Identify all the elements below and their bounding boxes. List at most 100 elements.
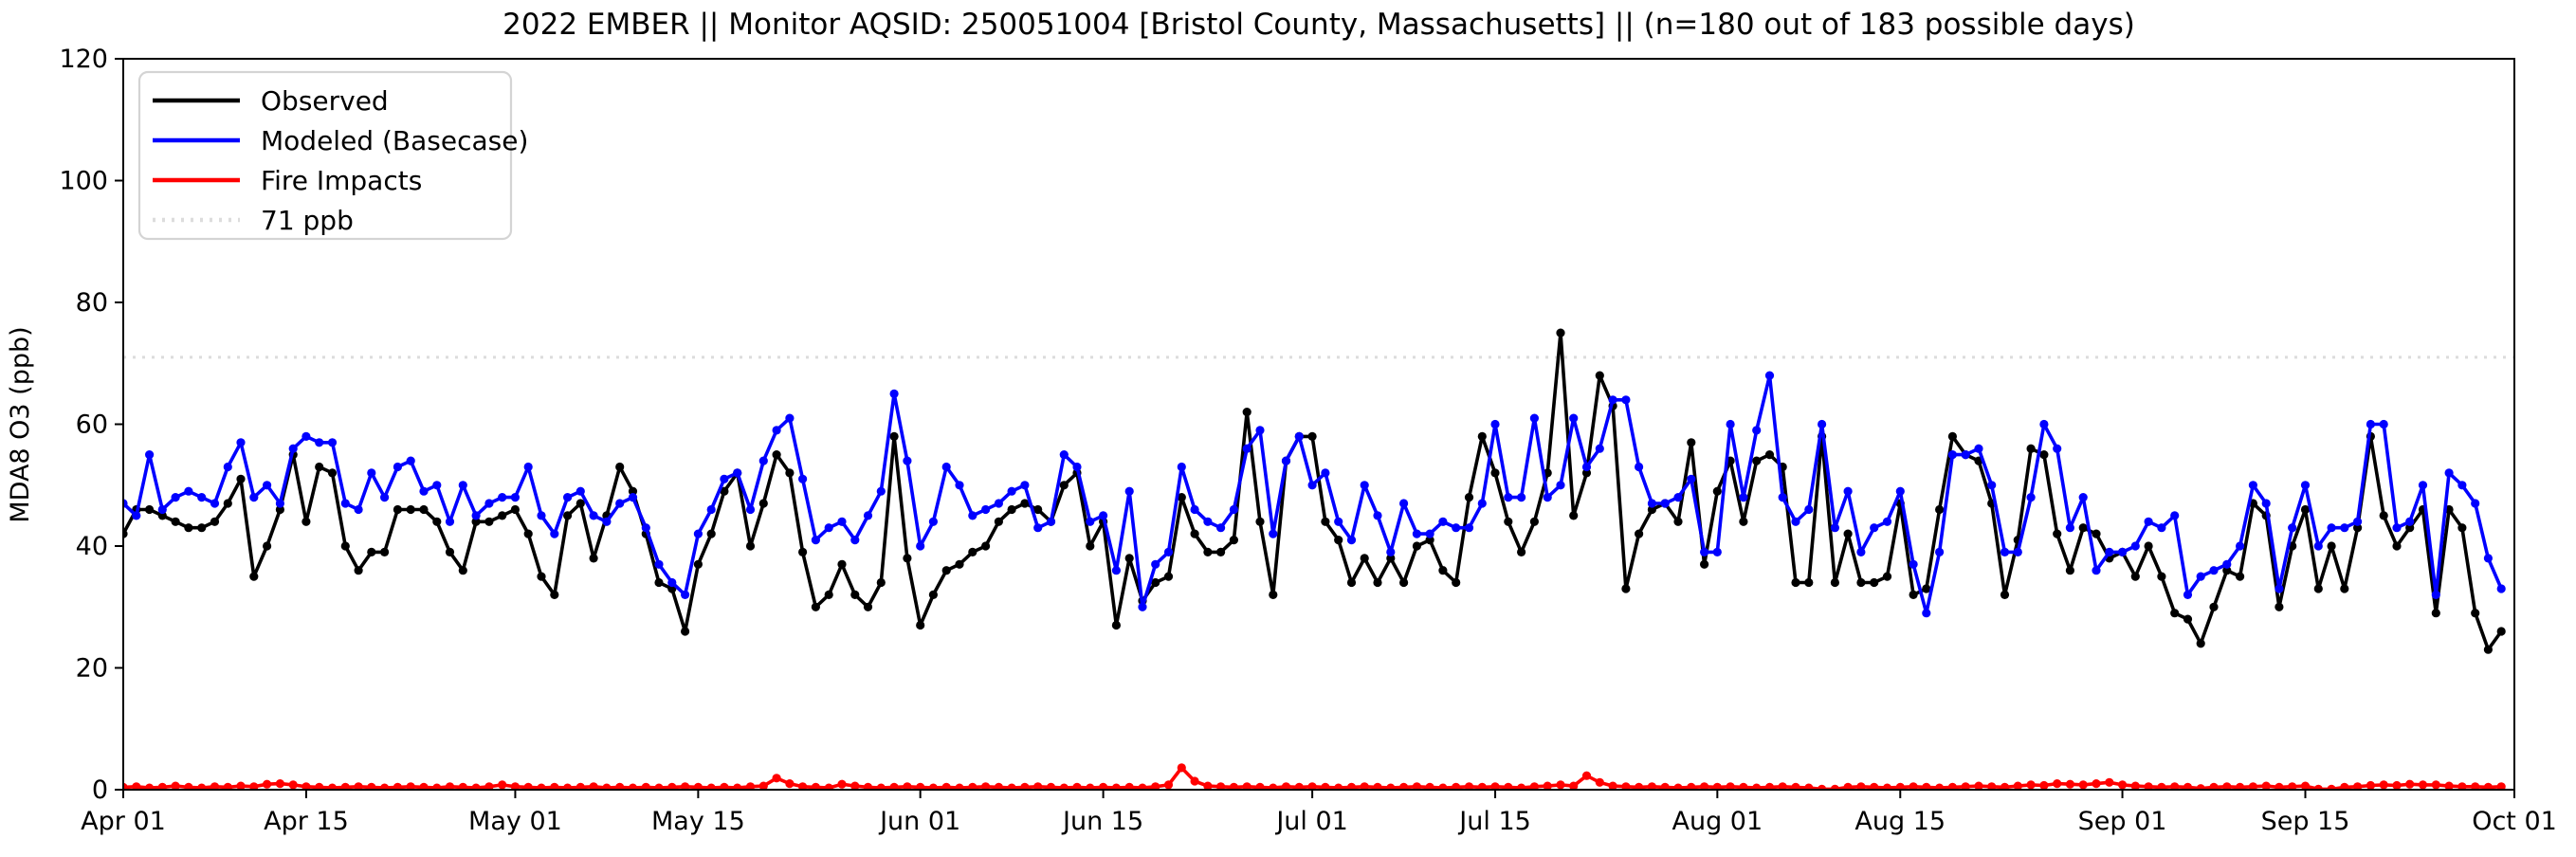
data-point (1818, 784, 1827, 790)
data-point (1804, 504, 1814, 515)
data-point (315, 462, 324, 472)
data-point (523, 529, 533, 538)
data-point (1412, 541, 1421, 551)
data-point (706, 529, 716, 538)
data-point (275, 504, 284, 515)
data-point (706, 783, 716, 790)
data-point (123, 499, 128, 508)
data-point (824, 590, 833, 600)
data-point (1490, 782, 1500, 790)
data-point (1099, 782, 1108, 790)
data-point (1490, 419, 1500, 429)
data-point (2379, 419, 2388, 429)
data-point (1334, 783, 1343, 790)
data-point (510, 504, 521, 515)
data-point (1242, 408, 1251, 417)
data-point (1203, 517, 1213, 526)
data-point (184, 523, 193, 533)
x-tick-label: Sep 01 (2078, 807, 2167, 836)
data-point (1425, 782, 1434, 790)
legend-item-label: Fire Impacts (261, 165, 422, 196)
data-point (2236, 782, 2245, 790)
data-point (1660, 782, 1670, 790)
data-point (968, 511, 977, 520)
data-point (1895, 782, 1905, 790)
data-point (693, 782, 703, 790)
data-point (445, 782, 455, 790)
data-point (1229, 504, 1238, 515)
data-point (354, 504, 363, 515)
data-point (393, 504, 402, 515)
data-point (1635, 529, 1644, 538)
data-point (681, 627, 690, 636)
data-point (2209, 566, 2219, 575)
data-point (2170, 782, 2180, 790)
data-point (236, 474, 246, 483)
data-point (955, 783, 964, 790)
data-point (2157, 523, 2166, 533)
data-point (1163, 572, 1174, 581)
x-tick-label: Jun 15 (1061, 807, 1143, 836)
data-point (1321, 517, 1330, 526)
data-point (903, 554, 912, 563)
data-point (1882, 783, 1892, 790)
data-point (1255, 426, 1265, 435)
x-tick-label: Aug 15 (1854, 807, 1946, 836)
data-point (2222, 782, 2232, 790)
data-point (1373, 577, 1382, 588)
data-point (2183, 614, 2193, 624)
data-point (1216, 782, 1226, 790)
data-point (928, 517, 939, 526)
data-point (563, 783, 573, 790)
data-point (2157, 782, 2166, 790)
data-point (2144, 541, 2153, 551)
data-point (327, 783, 338, 790)
data-point (1086, 541, 1095, 551)
data-point (1242, 782, 1251, 790)
data-point (510, 493, 521, 502)
data-point (1111, 566, 1121, 575)
data-point (1086, 783, 1095, 790)
data-point (968, 547, 977, 557)
axes-layer: 0 20 40 60 80 100 120 Apr 01 Apr 15 May 01 May 15 J… (59, 45, 2556, 836)
data-point (2000, 547, 2010, 557)
data-point (380, 547, 390, 557)
data-point (1046, 782, 1056, 790)
data-point (458, 481, 467, 490)
data-point (2418, 481, 2428, 490)
data-point (406, 504, 415, 515)
data-point (2444, 781, 2454, 790)
data-point (2483, 554, 2493, 563)
y-axis-label: MDA8 O3 (ppb) (6, 326, 35, 522)
data-point (2039, 419, 2049, 429)
data-point (811, 536, 821, 545)
data-point (863, 511, 873, 520)
data-point (367, 547, 376, 557)
data-point (1425, 529, 1434, 538)
data-point (419, 486, 429, 496)
data-point (406, 782, 415, 790)
y-tick-label: 40 (76, 532, 108, 561)
data-point (458, 566, 467, 575)
data-point (301, 431, 311, 441)
data-point (1764, 371, 1775, 380)
data-point (1346, 577, 1357, 588)
data-point (1581, 468, 1592, 478)
data-point (445, 547, 455, 557)
data-point (1412, 529, 1421, 538)
data-point (1007, 783, 1016, 790)
data-point (2340, 523, 2349, 533)
data-point (1556, 328, 1565, 337)
data-point (1687, 474, 1696, 483)
data-point (2300, 781, 2311, 790)
data-point (693, 529, 703, 538)
data-point (615, 782, 625, 790)
data-point (1020, 481, 1030, 490)
data-point (1529, 782, 1539, 790)
data-point (745, 504, 756, 515)
data-point (824, 523, 833, 533)
data-point (772, 450, 781, 460)
data-point (681, 590, 690, 600)
data-point (837, 779, 847, 789)
